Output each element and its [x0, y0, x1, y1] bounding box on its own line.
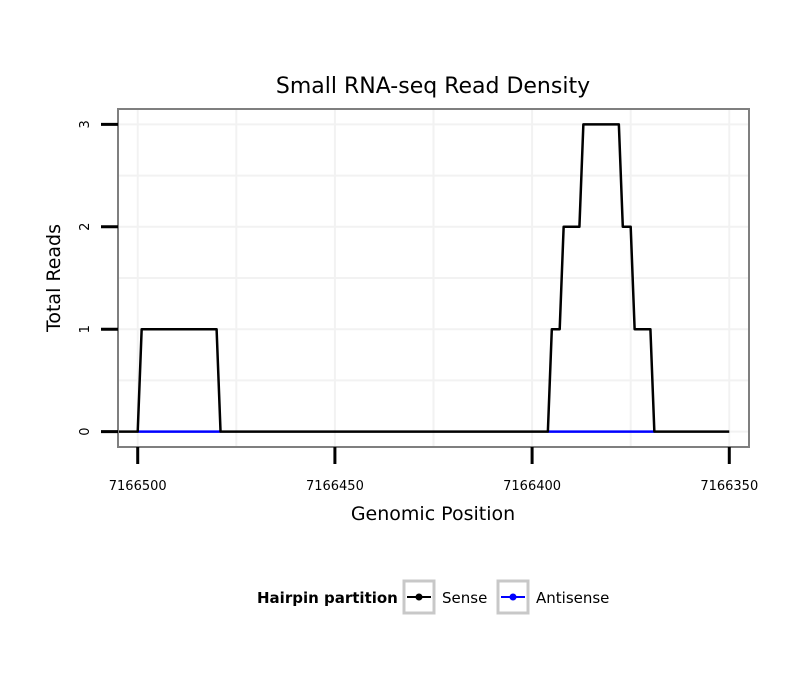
series-line-sense [118, 123, 730, 433]
legend-label-sense: Sense [442, 589, 487, 607]
y-tick-label: 0 [78, 427, 93, 435]
legend-item-antisense: Antisense [496, 579, 609, 615]
x-tick-label: 7166350 [700, 479, 758, 494]
x-tick-label: 7166450 [306, 479, 364, 494]
y-axis-title: Total Reads [43, 224, 65, 333]
legend-point-antisense [509, 593, 517, 601]
plot-border [117, 108, 750, 448]
legend-title: Hairpin partition [257, 589, 398, 607]
legend: Hairpin partition Sense Antisense [257, 579, 609, 615]
x-tick-label: 7166400 [503, 479, 561, 494]
chart-title: Small RNA-seq Read Density [276, 74, 590, 99]
y-axis: 0 1 2 3 [78, 120, 118, 436]
legend-label-antisense: Antisense [536, 589, 609, 607]
y-tick-label: 2 [78, 223, 93, 231]
series-lines [118, 123, 730, 433]
x-tick-label: 7166500 [109, 479, 167, 494]
y-tick-label: 3 [78, 120, 93, 128]
x-axis: 7166500 7166450 7166400 7166350 [109, 447, 758, 494]
legend-item-sense: Sense [402, 579, 487, 615]
legend-point-sense [415, 593, 423, 601]
y-tick-label: 1 [78, 325, 93, 333]
x-axis-title: Genomic Position [351, 503, 515, 525]
